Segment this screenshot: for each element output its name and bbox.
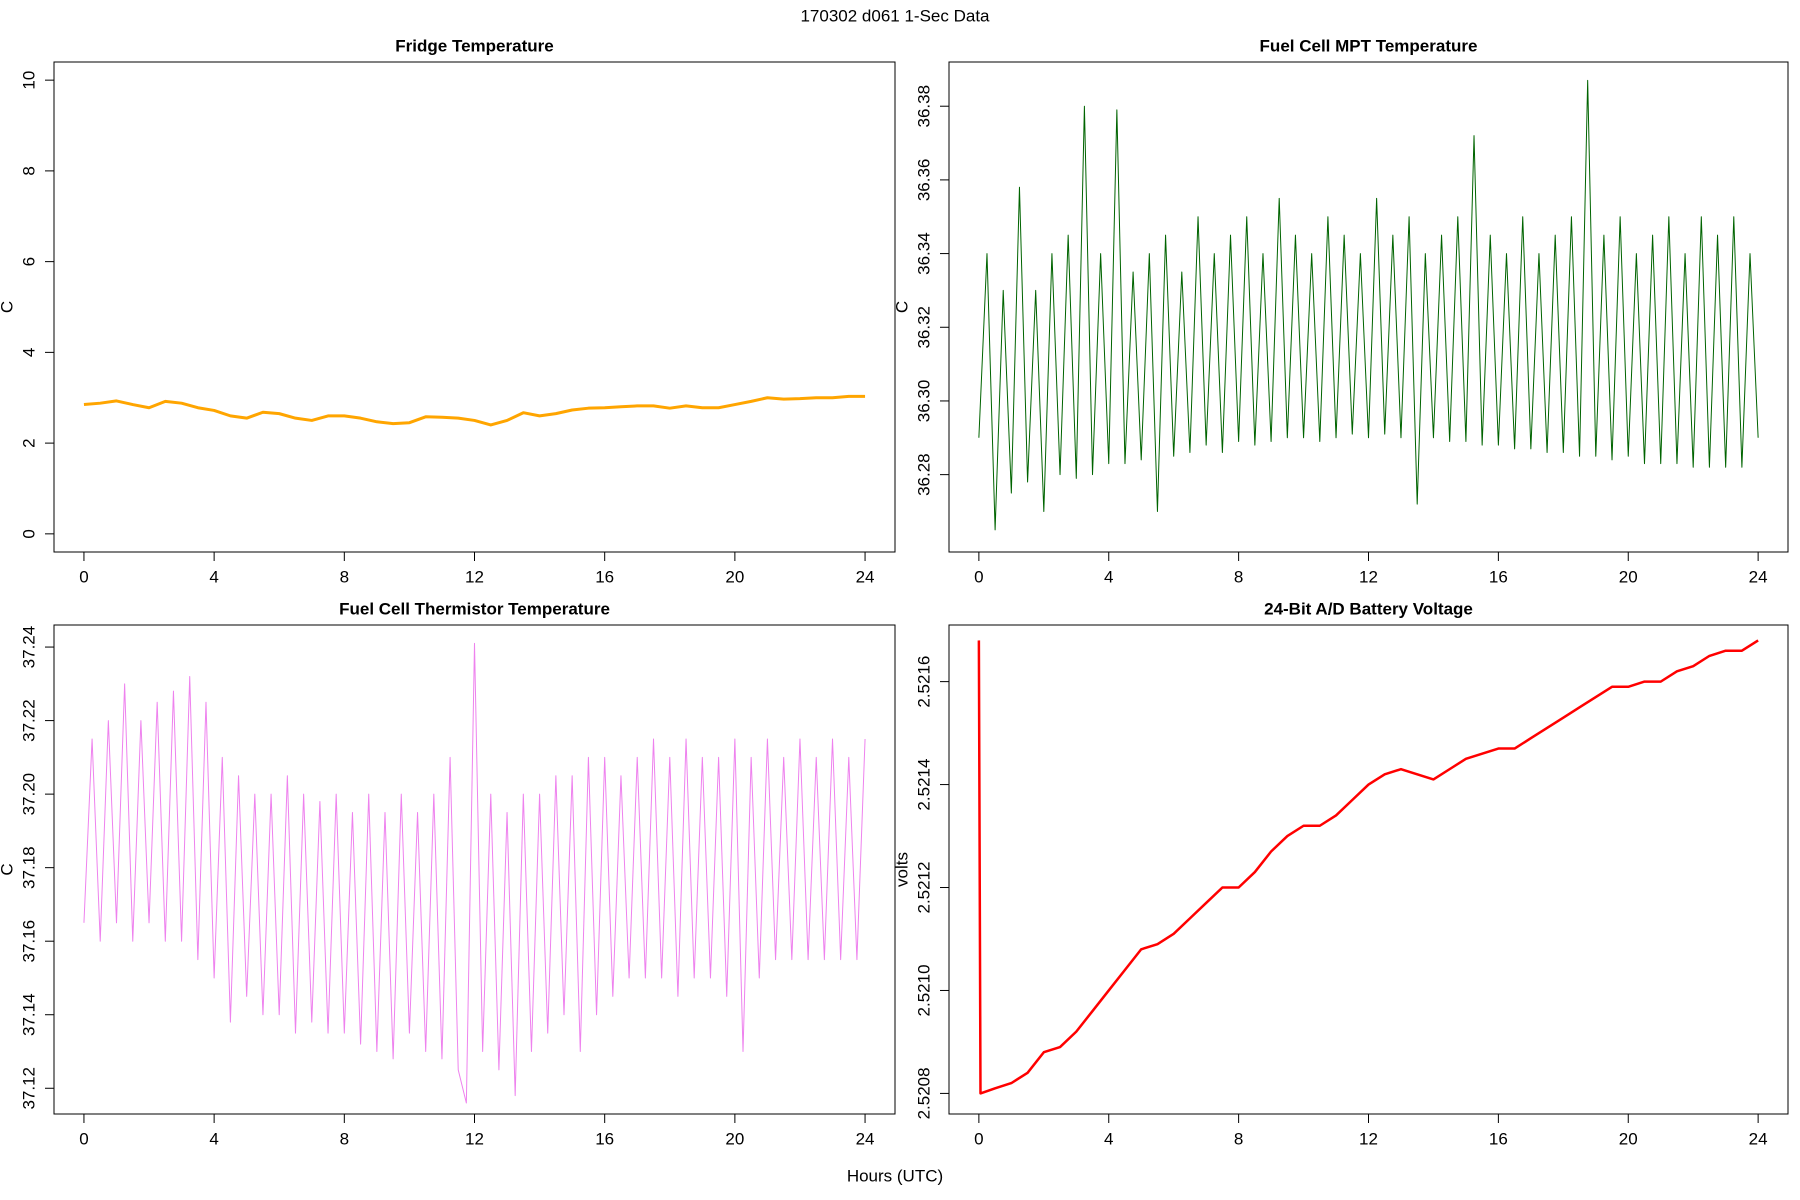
y-tick-label: 2.5208 [914,1067,933,1119]
x-tick-label: 0 [974,567,983,586]
x-tick-label: 4 [209,1129,218,1148]
x-tick-label: 4 [1104,1129,1113,1148]
y-tick-label: 36.36 [914,159,933,202]
x-tick-label: 0 [79,1129,88,1148]
x-tick-label: 0 [79,567,88,586]
y-tick-label: 36.30 [914,380,933,423]
y-tick-label: 10 [19,71,38,90]
y-tick-label: 37.16 [19,920,38,963]
x-tick-label: 20 [1619,567,1638,586]
y-axis-label: C [0,863,16,875]
data-line [83,642,866,1104]
y-tick-label: 2.5214 [914,759,933,811]
x-tick-label: 20 [725,1129,744,1148]
y-tick-label: 2.5210 [914,964,933,1016]
x-tick-label: 4 [1104,567,1113,586]
y-tick-label: 37.14 [19,993,38,1036]
data-line [83,394,866,427]
y-axis-label: C [892,301,911,313]
y-tick-label: 36.28 [914,453,933,496]
x-tick-label: 12 [465,1129,484,1148]
x-tick-label: 24 [1749,1129,1768,1148]
x-tick-label: 0 [974,1129,983,1148]
panel-title: Fridge Temperature [395,36,553,55]
x-tick-label: 24 [856,567,875,586]
data-line [977,639,1759,1095]
x-tick-label: 16 [1489,1129,1508,1148]
x-tick-label: 8 [340,1129,349,1148]
y-tick-label: 8 [19,166,38,175]
x-tick-label: 4 [209,567,218,586]
y-tick-label: 37.24 [19,626,38,669]
x-tick-label: 16 [595,567,614,586]
x-tick-label: 20 [725,567,744,586]
data-line [978,79,1759,531]
panel-title: Fuel Cell MPT Temperature [1260,36,1478,55]
x-tick-label: 8 [340,567,349,586]
x-tick-label: 12 [465,567,484,586]
y-tick-label: 36.38 [914,85,933,128]
y-tick-label: 37.22 [19,699,38,742]
x-tick-label: 12 [1359,567,1378,586]
y-axis-label: volts [892,852,911,887]
y-tick-label: 6 [19,257,38,266]
x-tick-label: 24 [856,1129,875,1148]
x-tick-label: 8 [1234,1129,1243,1148]
panel-title: Fuel Cell Thermistor Temperature [339,599,610,618]
y-tick-label: 2.5216 [914,656,933,708]
y-tick-label: 2.5212 [914,862,933,914]
panel-title: 24-Bit A/D Battery Voltage [1264,599,1473,618]
x-tick-label: 16 [595,1129,614,1148]
x-tick-label: 20 [1619,1129,1638,1148]
y-tick-label: 0 [19,529,38,538]
y-tick-label: 37.20 [19,773,38,816]
x-tick-label: 24 [1749,567,1768,586]
x-tick-label: 12 [1359,1129,1378,1148]
y-tick-label: 36.32 [914,306,933,349]
x-axis-label: Hours (UTC) [847,1166,943,1185]
y-tick-label: 36.34 [914,232,933,275]
y-tick-label: 4 [19,348,38,357]
page-title: 170302 d061 1-Sec Data [800,6,990,25]
x-tick-label: 8 [1234,567,1243,586]
y-tick-label: 2 [19,438,38,447]
y-tick-label: 37.12 [19,1067,38,1110]
y-axis-label: C [0,301,16,313]
y-tick-label: 37.18 [19,846,38,889]
x-tick-label: 16 [1489,567,1508,586]
